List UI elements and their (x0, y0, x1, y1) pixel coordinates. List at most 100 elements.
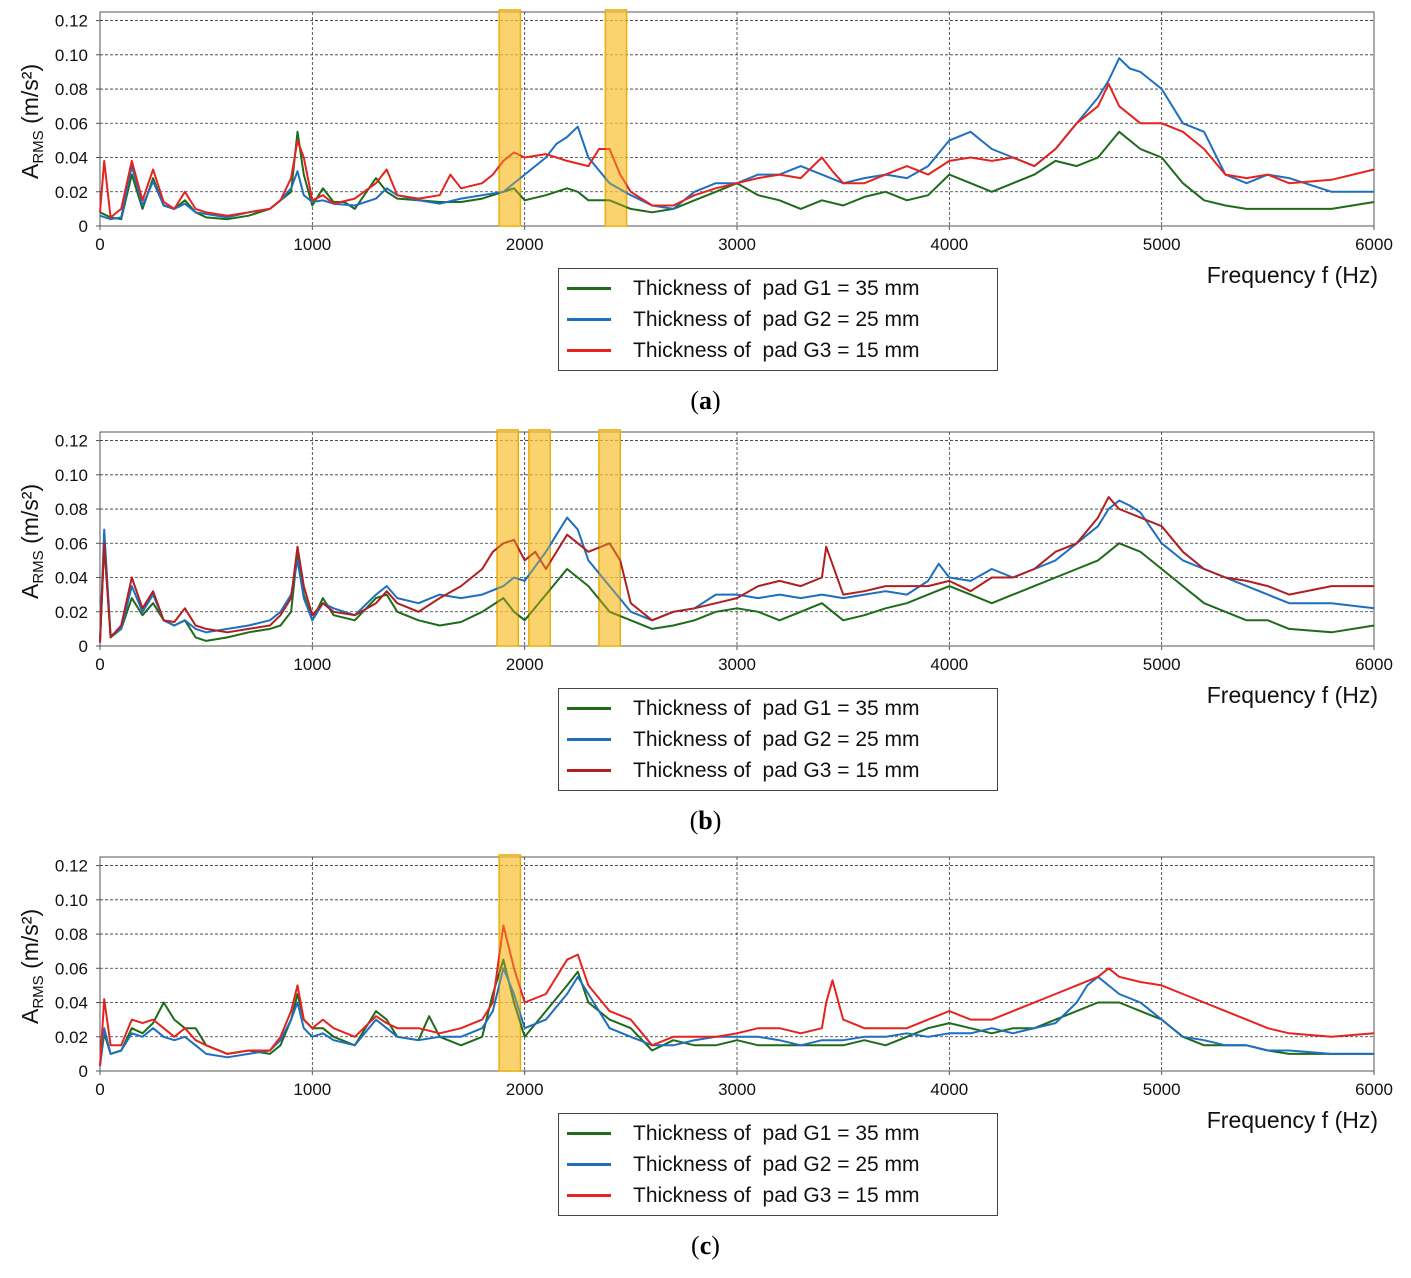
y-tick-label: 0.10 (55, 46, 88, 65)
y-tick-label: 0.06 (55, 534, 88, 553)
series-line-g3 (99, 924, 1375, 1066)
x-axis-label: Frequency f (Hz) (1207, 262, 1378, 288)
x-axis-label: Frequency f (Hz) (1207, 1107, 1378, 1133)
series-line-g1 (99, 130, 1375, 221)
highlight-band-overlay (528, 430, 551, 646)
legend-swatch (567, 707, 611, 710)
legend-label: Thickness of pad G1 = 35 mm (633, 1121, 920, 1145)
legend-swatch (567, 1163, 611, 1166)
x-tick-label: 2000 (506, 1080, 544, 1099)
chart-panel-a: 0 0.02 0.04 0.06 0.08 0.10 0.12 0 1000 2000 3000 40… (0, 0, 1411, 426)
chart-svg: 0 0.02 0.04 0.06 0.08 0.10 0.12 0 1000 2000 3000 40… (17, 9, 1393, 288)
y-tick-label: 0.06 (55, 114, 88, 133)
y-tick-label: 0.04 (55, 149, 88, 168)
x-tick-label: 0 (95, 655, 104, 674)
legend-swatch (567, 318, 611, 321)
x-tick-label: 3000 (718, 235, 756, 254)
legend: Thickness of pad G1 = 35 mm Thickness of … (558, 268, 998, 371)
x-tick-label: 4000 (930, 655, 968, 674)
chart-svg: 0 0.02 0.04 0.06 0.08 0.10 0.12 0 1000 2000 3000 40… (17, 854, 1393, 1133)
legend: Thickness of pad G1 = 35 mm Thickness of … (558, 688, 998, 791)
y-tick-label: 0.08 (55, 80, 88, 99)
x-tick-label: 5000 (1143, 1080, 1181, 1099)
legend-label: Thickness of pad G2 = 25 mm (633, 307, 920, 331)
x-tick-label: 6000 (1355, 235, 1393, 254)
highlight-band (496, 429, 520, 647)
subfigure-label: (a) (690, 386, 721, 415)
x-tick-label: 4000 (930, 1080, 968, 1099)
highlight-band (528, 429, 551, 647)
y-tick-label: 0 (79, 637, 88, 656)
legend-swatch (567, 769, 611, 772)
y-tick-label: 0.02 (55, 603, 88, 622)
y-tick-label: 0.10 (55, 466, 88, 485)
chart-panel-c: 0 0.02 0.04 0.06 0.08 0.10 0.12 0 1000 2000 3000 40… (0, 845, 1411, 1271)
y-tick-label: 0.12 (55, 432, 88, 451)
x-tick-label: 6000 (1355, 1080, 1393, 1099)
subfigure-label: (b) (689, 806, 722, 835)
highlight-band-overlay (497, 430, 519, 646)
x-tick-label: 4000 (930, 235, 968, 254)
y-tick-label: 0.04 (55, 569, 88, 588)
legend-item: Thickness of pad G3 = 15 mm (567, 335, 987, 366)
y-tick-label: 0.12 (55, 857, 88, 876)
legend-swatch (567, 349, 611, 352)
legend-item: Thickness of pad G1 = 35 mm (567, 1118, 987, 1149)
x-tick-label: 1000 (293, 1080, 331, 1099)
y-axis-label: ARMS (m/s²) (17, 64, 47, 179)
y-tick-label: 0.02 (55, 1028, 88, 1047)
legend-item: Thickness of pad G3 = 15 mm (567, 1180, 987, 1211)
x-tick-label: 5000 (1143, 235, 1181, 254)
legend-swatch (567, 287, 611, 290)
x-tick-label: 5000 (1143, 655, 1181, 674)
legend-label: Thickness of pad G3 = 15 mm (633, 758, 920, 782)
legend-label: Thickness of pad G1 = 35 mm (633, 276, 920, 300)
x-tick-label: 2000 (506, 655, 544, 674)
legend-label: Thickness of pad G2 = 25 mm (633, 727, 920, 751)
x-tick-label: 2000 (506, 235, 544, 254)
x-tick-label: 1000 (293, 655, 331, 674)
legend-label: Thickness of pad G2 = 25 mm (633, 1152, 920, 1176)
legend-item: Thickness of pad G2 = 25 mm (567, 304, 987, 335)
legend-item: Thickness of pad G3 = 15 mm (567, 755, 987, 786)
y-axis-label: ARMS (m/s²) (17, 909, 47, 1024)
y-tick-label: 0.10 (55, 891, 88, 910)
legend-label: Thickness of pad G3 = 15 mm (633, 338, 920, 362)
highlight-band (604, 9, 628, 227)
legend-label: Thickness of pad G1 = 35 mm (633, 696, 920, 720)
legend-swatch (567, 738, 611, 741)
y-axis-label: ARMS (m/s²) (17, 484, 47, 599)
y-tick-label: 0.08 (55, 925, 88, 944)
chart-panel-b: 0 0.02 0.04 0.06 0.08 0.10 0.12 0 1000 2000 3000 40… (0, 420, 1411, 846)
y-tick-label: 0.02 (55, 183, 88, 202)
x-tick-label: 6000 (1355, 655, 1393, 674)
legend-label: Thickness of pad G3 = 15 mm (633, 1183, 920, 1207)
legend-swatch (567, 1132, 611, 1135)
legend-item: Thickness of pad G2 = 25 mm (567, 1149, 987, 1180)
y-tick-label: 0.06 (55, 959, 88, 978)
x-axis-label: Frequency f (Hz) (1207, 682, 1378, 708)
y-tick-label: 0 (79, 1062, 88, 1081)
y-tick-label: 0 (79, 217, 88, 236)
y-tick-label: 0.12 (55, 12, 88, 31)
chart-svg: 0 0.02 0.04 0.06 0.08 0.10 0.12 0 1000 2000 3000 40… (17, 429, 1393, 708)
highlight-band-overlay (499, 10, 521, 226)
legend-item: Thickness of pad G1 = 35 mm (567, 693, 987, 724)
highlight-band (498, 9, 522, 227)
highlight-band-overlay (605, 10, 627, 226)
highlight-band-overlay (598, 430, 621, 646)
x-tick-label: 3000 (718, 1080, 756, 1099)
legend-item: Thickness of pad G2 = 25 mm (567, 724, 987, 755)
series-line-g2 (99, 967, 1374, 1067)
y-tick-label: 0.04 (55, 994, 88, 1013)
x-tick-label: 3000 (718, 655, 756, 674)
highlight-band-overlay (499, 855, 521, 1071)
x-tick-label: 1000 (293, 235, 331, 254)
y-tick-label: 0.08 (55, 500, 88, 519)
x-tick-label: 0 (95, 235, 104, 254)
subfigure-label: (c) (691, 1231, 720, 1260)
series-line-g2 (99, 499, 1375, 641)
series-line-g3 (99, 82, 1375, 219)
legend: Thickness of pad G1 = 35 mm Thickness of … (558, 1113, 998, 1216)
series-line-g1 (99, 542, 1375, 643)
